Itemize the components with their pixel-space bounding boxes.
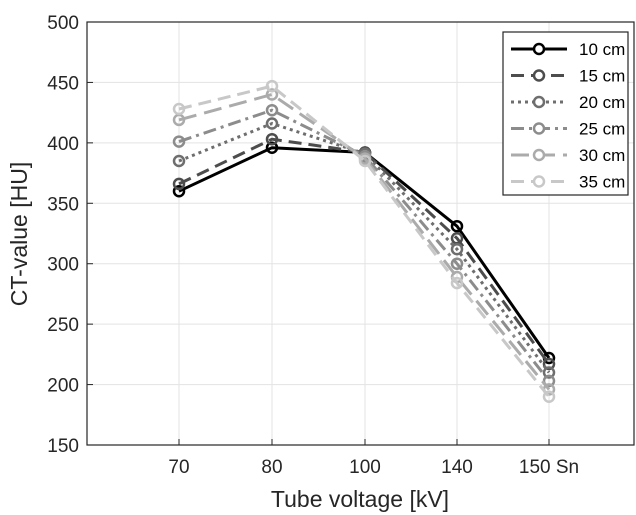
data-point [450, 276, 464, 290]
series-line [178, 84, 551, 398]
legend-marker [532, 69, 546, 82]
y-tick-label: 500 [47, 13, 79, 34]
data-point [542, 357, 556, 371]
data-point [265, 141, 279, 154]
plot-frame [86, 21, 635, 446]
y-tick-label: 250 [47, 315, 79, 336]
y-axis-title: CT-value [HU] [6, 162, 32, 306]
data-point [172, 177, 186, 191]
legend-entry: 20 cm [511, 93, 625, 112]
data-point [358, 154, 372, 168]
legend: 10 cm 15 cm 20 cm 25 cm 30 cm 35 cm [502, 31, 629, 196]
legend-box [502, 31, 629, 196]
legend-entry: 10 cm [511, 40, 625, 59]
legend-marker [532, 122, 546, 135]
x-tick-label: 80 [261, 457, 282, 478]
data-point [172, 184, 186, 198]
legend-entry: 25 cm [511, 120, 625, 139]
data-point [265, 79, 279, 93]
data-point [265, 117, 279, 130]
legend-label: 25 cm [579, 120, 625, 139]
data-point [172, 135, 186, 148]
legend-marker [532, 148, 546, 162]
data-point [450, 219, 464, 233]
legend-entry: 35 cm [511, 173, 625, 192]
legend-label: 15 cm [579, 67, 625, 86]
legend-label: 10 cm [579, 40, 625, 59]
y-tick-label: 150 [47, 436, 79, 457]
data-point [265, 88, 279, 101]
y-tick-label: 300 [47, 255, 79, 276]
series-line [178, 137, 551, 365]
series-15-cm [172, 132, 556, 371]
data-point [265, 103, 279, 117]
series-35-cm [172, 79, 556, 403]
legend-marker [532, 42, 546, 56]
x-tick-label: 100 [349, 457, 381, 478]
tick-labels: 150 200 250 300 350 400 450 500 70 80 100 140 150 Sn [47, 13, 579, 478]
data-point [172, 102, 186, 116]
legend-label: 20 cm [579, 93, 625, 112]
data-point [542, 374, 556, 388]
y-tick-label: 200 [47, 376, 79, 397]
x-tick-label: 140 [441, 457, 473, 478]
legend-marker [532, 175, 546, 188]
y-tick-label: 350 [47, 194, 79, 215]
legend-label: 35 cm [579, 173, 625, 192]
series-line [178, 93, 551, 391]
data-point [172, 154, 186, 168]
data-point [265, 132, 279, 146]
y-tick-label: 450 [47, 73, 79, 94]
x-tick-label: 150 Sn [519, 457, 579, 478]
data-point [450, 257, 464, 270]
legend-entry: 30 cm [511, 146, 625, 165]
series-layer [172, 79, 556, 403]
data-point [542, 366, 556, 379]
y-tick-label: 400 [47, 134, 79, 155]
legend-label: 30 cm [579, 146, 625, 165]
x-tick-label: 70 [168, 457, 189, 478]
data-point [542, 390, 556, 403]
data-point [450, 242, 464, 256]
x-axis-title: Tube voltage [kV] [271, 486, 449, 512]
legend-entry: 15 cm [511, 67, 625, 86]
legend-marker [532, 95, 546, 109]
